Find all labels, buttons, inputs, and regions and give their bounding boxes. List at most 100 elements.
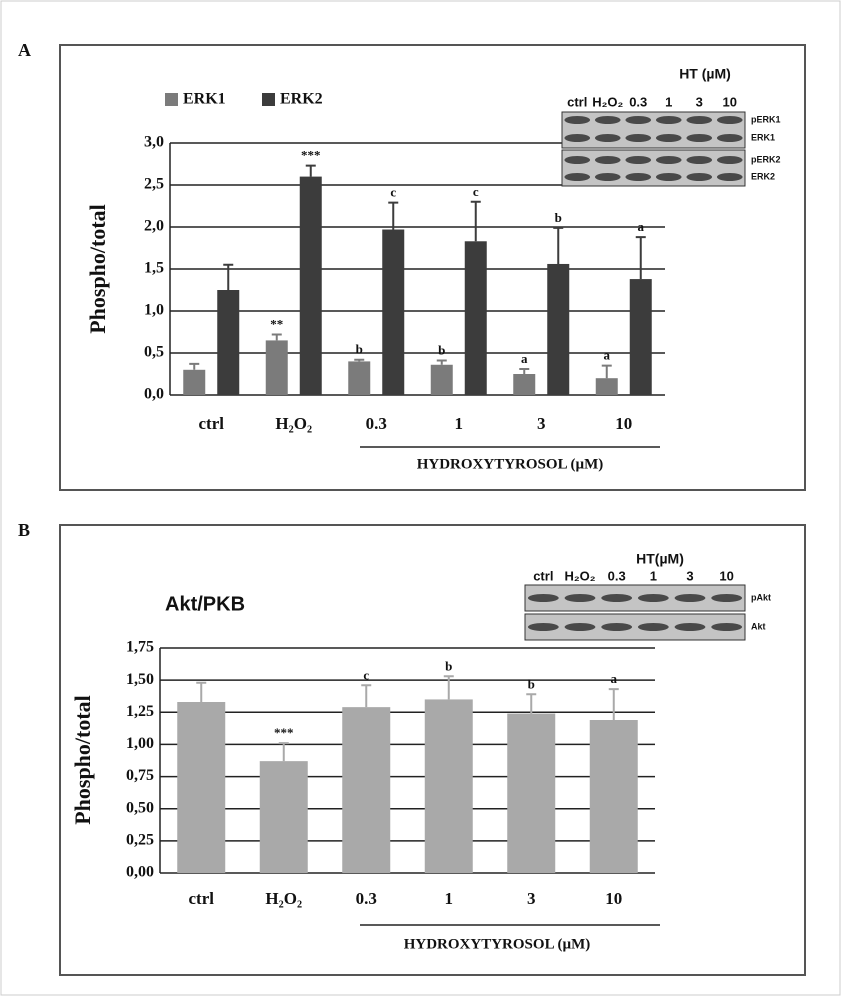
error-bar: [526, 694, 536, 713]
legend-label: ERK2: [280, 91, 323, 108]
panel-label: A: [18, 40, 31, 60]
blot-band: [638, 594, 669, 602]
blot-band: [595, 173, 621, 181]
error-bar: [609, 689, 619, 720]
error-bar: [471, 202, 481, 241]
bar: [425, 699, 473, 873]
y-tick-label: 1,0: [144, 302, 164, 319]
bar: [266, 340, 288, 395]
y-tick-label: 0,50: [126, 799, 154, 816]
blot-lane-label: 10: [723, 94, 737, 109]
y-tick-label: 1,50: [126, 671, 154, 688]
error-bar: [196, 683, 206, 702]
blot-band: [528, 623, 559, 631]
x-tick-label: 3: [537, 414, 546, 433]
blot-band: [675, 623, 706, 631]
annotation: b: [528, 676, 535, 691]
x-axis-label: HYDROXYTYROSOL (µM): [404, 936, 591, 952]
blot-lane-label: ctrl: [533, 568, 553, 583]
blot-row-label: ERK1: [751, 132, 775, 142]
error-bar: [553, 228, 563, 264]
y-tick-label: 1,00: [126, 735, 154, 752]
blot-band: [565, 623, 596, 631]
blot-band: [711, 623, 742, 631]
blot-band: [595, 134, 621, 142]
blot-lane-label: 3: [686, 568, 693, 583]
annotation: b: [445, 658, 452, 673]
annotation: ***: [301, 148, 321, 163]
y-axis-label: Phospho/total: [85, 204, 110, 334]
blot-lane-label: 10: [719, 568, 733, 583]
blot-band: [717, 156, 743, 164]
blot-band: [564, 134, 590, 142]
panel-label: B: [18, 520, 30, 540]
blot-band: [717, 173, 743, 181]
x-tick-label: 3: [527, 889, 536, 908]
blot-band: [686, 116, 712, 124]
blot-band: [625, 116, 651, 124]
error-bar: [437, 361, 447, 365]
annotation: a: [638, 219, 645, 234]
bar: [382, 230, 404, 395]
y-tick-label: 0,00: [126, 864, 154, 881]
blot-band: [656, 116, 682, 124]
y-tick-label: 2,0: [144, 218, 164, 235]
blot-band: [601, 594, 632, 602]
bar: [547, 264, 569, 395]
blot-band: [564, 156, 590, 164]
chart-title: Akt/PKB: [165, 593, 245, 615]
y-tick-label: 2,5: [144, 176, 164, 193]
bar: [630, 279, 652, 395]
blot-band: [595, 156, 621, 164]
blot-band: [656, 134, 682, 142]
blot-lane-label: 1: [650, 568, 657, 583]
error-bar: [306, 166, 316, 177]
blot-band: [686, 134, 712, 142]
annotation: c: [363, 667, 369, 682]
x-tick-label: H₂O₂: [275, 414, 312, 433]
y-tick-label: 0,5: [144, 344, 164, 361]
error-bar: [519, 369, 529, 374]
blot-band: [717, 116, 743, 124]
error-bar: [279, 743, 289, 761]
blot-band: [625, 156, 651, 164]
x-tick-label: 1: [455, 414, 464, 433]
annotation: a: [604, 348, 611, 363]
blot-strip: [562, 150, 745, 186]
annotation: a: [521, 351, 528, 366]
error-bar: [636, 237, 646, 279]
blot-lane-label: 0.3: [629, 94, 647, 109]
blot-band: [601, 623, 632, 631]
x-tick-label: 0.3: [366, 414, 387, 433]
bar: [590, 720, 638, 873]
annotation: b: [555, 210, 562, 225]
blot-lane-label: 0.3: [608, 568, 626, 583]
bar: [183, 370, 205, 395]
blot-lane-label: 3: [696, 94, 703, 109]
blot-band: [595, 116, 621, 124]
y-tick-label: 1,25: [126, 703, 154, 720]
annotation: c: [390, 185, 396, 200]
blot-band: [656, 173, 682, 181]
bar: [300, 177, 322, 395]
error-bar: [272, 335, 282, 341]
blot-strip: [562, 112, 745, 148]
blot-lane-label: ctrl: [567, 94, 587, 109]
blot-lane-label: 1: [665, 94, 672, 109]
error-bar: [354, 360, 364, 362]
y-axis-label: Phospho/total: [70, 695, 95, 825]
blot-band: [625, 134, 651, 142]
blot-lane-label: H₂O₂: [592, 94, 623, 109]
legend-swatch: [165, 93, 178, 106]
bar: [342, 707, 390, 873]
y-tick-label: 0,25: [126, 832, 154, 849]
y-tick-label: 1,75: [126, 639, 154, 656]
x-tick-label: 10: [605, 889, 622, 908]
bar: [260, 761, 308, 873]
y-tick-label: 0,75: [126, 767, 154, 784]
bar: [217, 290, 239, 395]
blot-lane-label: H₂O₂: [564, 568, 595, 583]
annotation: c: [473, 184, 479, 199]
x-tick-label: 1: [445, 889, 454, 908]
blot-band: [564, 116, 590, 124]
